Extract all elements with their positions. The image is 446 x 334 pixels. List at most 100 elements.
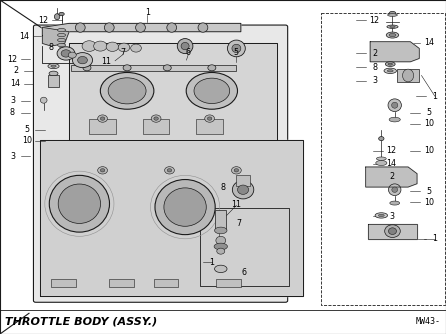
Ellipse shape [388,228,396,234]
Text: 1: 1 [209,258,215,267]
Text: 10: 10 [424,119,434,128]
Ellipse shape [154,117,158,120]
Polygon shape [42,23,241,36]
Polygon shape [69,43,277,140]
Bar [196,119,223,134]
Ellipse shape [155,180,215,234]
Text: MW43-: MW43- [416,318,441,326]
Ellipse shape [205,115,215,122]
Bar [71,65,236,71]
Ellipse shape [392,102,398,108]
Ellipse shape [106,42,119,51]
Ellipse shape [58,43,66,47]
Ellipse shape [94,41,107,51]
Ellipse shape [61,50,71,57]
Polygon shape [42,27,69,46]
Bar [215,210,226,230]
Ellipse shape [59,12,64,16]
Polygon shape [368,224,417,239]
Bar [51,279,76,287]
Text: 3: 3 [10,97,15,105]
Text: THROTTLE BODY (ASSY.): THROTTLE BODY (ASSY.) [5,317,157,327]
Text: 12: 12 [39,16,49,24]
Ellipse shape [215,227,227,234]
Text: 8: 8 [49,43,54,52]
Text: 14: 14 [11,79,21,88]
Text: 5: 5 [426,109,432,117]
Ellipse shape [83,65,91,71]
Text: 3: 3 [10,152,15,161]
Ellipse shape [123,65,131,71]
Ellipse shape [387,70,393,72]
Ellipse shape [118,43,130,52]
Ellipse shape [58,38,66,42]
Ellipse shape [234,169,239,172]
Ellipse shape [131,44,141,52]
Text: 11: 11 [231,200,241,209]
Ellipse shape [177,39,193,54]
Text: 11: 11 [101,57,111,66]
Text: 7: 7 [120,48,125,57]
Ellipse shape [165,167,174,174]
Ellipse shape [57,47,75,60]
Ellipse shape [214,243,227,250]
Text: 14: 14 [20,32,29,40]
Text: 5: 5 [426,187,432,195]
Ellipse shape [108,78,146,104]
Ellipse shape [58,184,100,223]
Ellipse shape [58,33,66,37]
Bar [109,279,134,287]
Ellipse shape [151,115,161,122]
Text: 2: 2 [372,49,377,58]
Ellipse shape [51,65,56,67]
Ellipse shape [100,72,154,109]
Ellipse shape [378,214,384,217]
Ellipse shape [390,201,400,205]
Ellipse shape [392,187,398,192]
Text: 10: 10 [424,147,434,155]
Ellipse shape [181,42,189,50]
Ellipse shape [100,169,105,172]
Ellipse shape [376,157,386,160]
Text: 12: 12 [8,55,17,64]
Ellipse shape [379,137,384,141]
Ellipse shape [227,40,245,57]
Text: 10: 10 [424,198,434,206]
Bar [236,175,250,186]
Ellipse shape [82,41,96,51]
Ellipse shape [388,99,401,112]
Ellipse shape [389,117,401,122]
Text: 14: 14 [424,38,434,47]
Ellipse shape [54,14,60,20]
Ellipse shape [389,33,396,37]
Text: 5: 5 [24,125,29,134]
Ellipse shape [167,23,177,32]
Ellipse shape [386,32,399,38]
Text: 1: 1 [432,234,438,243]
Text: 3: 3 [389,212,394,221]
Ellipse shape [232,180,254,199]
Ellipse shape [194,78,230,104]
Bar [154,279,178,287]
Ellipse shape [388,184,401,196]
Ellipse shape [217,248,225,254]
Ellipse shape [68,52,76,58]
Text: 10: 10 [22,137,32,145]
Ellipse shape [49,71,58,76]
Text: 12: 12 [387,147,396,155]
Ellipse shape [231,167,241,174]
Ellipse shape [72,53,93,68]
Ellipse shape [186,72,237,109]
Text: 8: 8 [372,63,377,72]
Text: 3: 3 [372,76,377,85]
Text: 14: 14 [387,159,396,168]
Text: 6: 6 [242,268,247,277]
Ellipse shape [390,26,395,28]
Ellipse shape [98,115,107,122]
Text: 2: 2 [13,66,18,75]
Polygon shape [370,42,419,62]
Ellipse shape [100,117,105,120]
Ellipse shape [198,23,208,32]
Ellipse shape [385,62,395,66]
Bar [216,279,241,287]
